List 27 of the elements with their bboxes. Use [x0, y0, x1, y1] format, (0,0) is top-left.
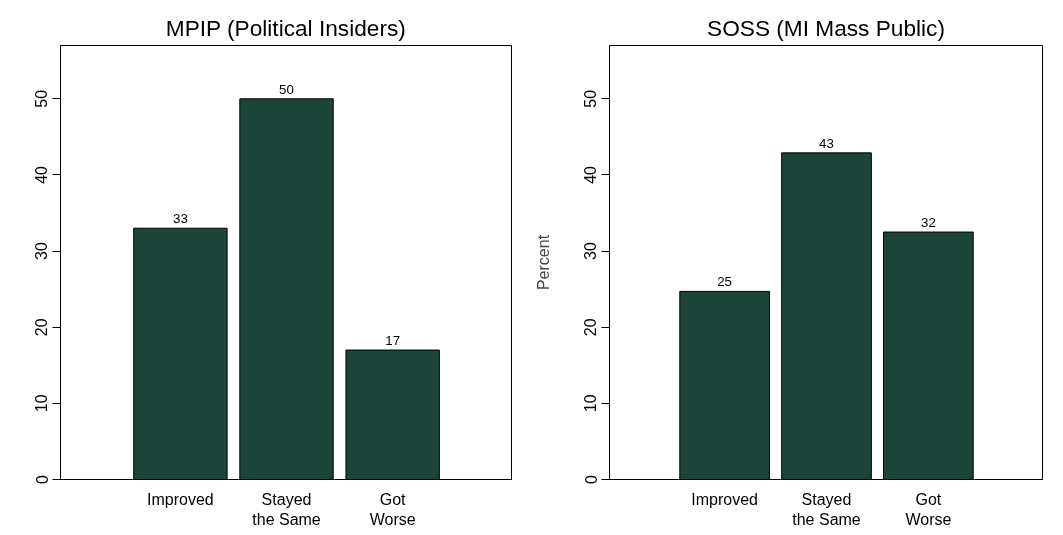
data-label: 25 [717, 274, 733, 290]
y-axis-title: Percent [534, 234, 552, 291]
data-label: 50 [279, 81, 294, 97]
y-tick-label: 20 [582, 318, 600, 337]
data-label: 43 [819, 135, 834, 151]
x-tick-label: Improved [147, 490, 214, 508]
y-tick-label: 40 [33, 165, 51, 184]
y-tick-label: 10 [33, 394, 51, 413]
x-tick-label: Got Worse [905, 490, 952, 528]
x-tick-label: Improved [691, 490, 758, 508]
x-tick-label: Stayed the Same [792, 490, 861, 528]
chart-title: SOSS (MI Mass Public) [707, 14, 945, 41]
x-tick-label: Got Worse [369, 490, 416, 528]
y-tick-label: 30 [33, 242, 51, 260]
x-tick-label: Stayed the Same [252, 490, 321, 528]
y-tick-label: 30 [582, 242, 600, 260]
y-tick-label: 50 [582, 89, 600, 108]
y-tick-label: 0 [582, 474, 600, 484]
chart-title: MPIP (Political Insiders) [165, 14, 406, 41]
y-tick-label: 10 [582, 394, 600, 413]
data-label: 32 [920, 215, 936, 231]
y-tick-label: 40 [582, 165, 600, 184]
y-tick-label: 20 [33, 318, 51, 337]
y-tick-label: 0 [33, 474, 51, 484]
y-tick-label: 50 [33, 89, 51, 108]
data-label: 33 [173, 211, 188, 227]
data-label: 17 [385, 333, 401, 349]
